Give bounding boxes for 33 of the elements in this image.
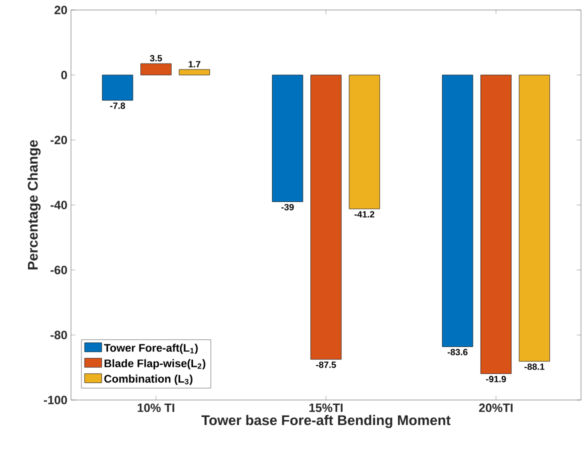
data-label: -7.8: [110, 102, 126, 109]
data-label: -39: [281, 204, 294, 210]
bar: [140, 63, 172, 76]
data-label: 1.7: [188, 61, 200, 68]
y-axis-title: Percentage Change: [27, 140, 41, 270]
y-tick-label: -80: [50, 330, 67, 340]
data-label: 3.5: [150, 55, 162, 62]
bar: [480, 74, 512, 374]
bar: [178, 69, 210, 76]
bar: [442, 74, 474, 347]
bar: [272, 74, 304, 202]
bar: [518, 74, 550, 362]
data-label: -91.9: [486, 376, 506, 382]
bar: [348, 74, 380, 210]
legend-label: Tower Fore-aft(L$_{1}$): [104, 344, 198, 354]
y-tick-label: -40: [50, 200, 67, 210]
y-tick-label: 0: [61, 70, 67, 80]
x-tick-label: 10% TI: [138, 404, 174, 412]
data-label: -41.2: [354, 211, 374, 218]
y-tick-label: -60: [50, 266, 67, 274]
x-tick-label: 20%TI: [479, 404, 513, 412]
bar: [102, 74, 134, 101]
legend-label: Blade Flap-wise(L$_{2}$): [104, 359, 206, 370]
y-tick-label: 20: [54, 6, 67, 14]
data-label: -83.6: [448, 348, 468, 356]
legend-label: Combination (L$_{3}$): [104, 374, 192, 385]
data-label: -88.1: [524, 364, 544, 370]
y-tick-label: -20: [50, 136, 67, 144]
x-axis-title: Tower base Fore-aft Bending Moment: [201, 414, 451, 428]
y-tick-label: -100: [44, 396, 67, 404]
bar: [310, 74, 342, 360]
data-label: -87.5: [316, 362, 336, 368]
x-tick-label: 15%TI: [309, 404, 343, 412]
